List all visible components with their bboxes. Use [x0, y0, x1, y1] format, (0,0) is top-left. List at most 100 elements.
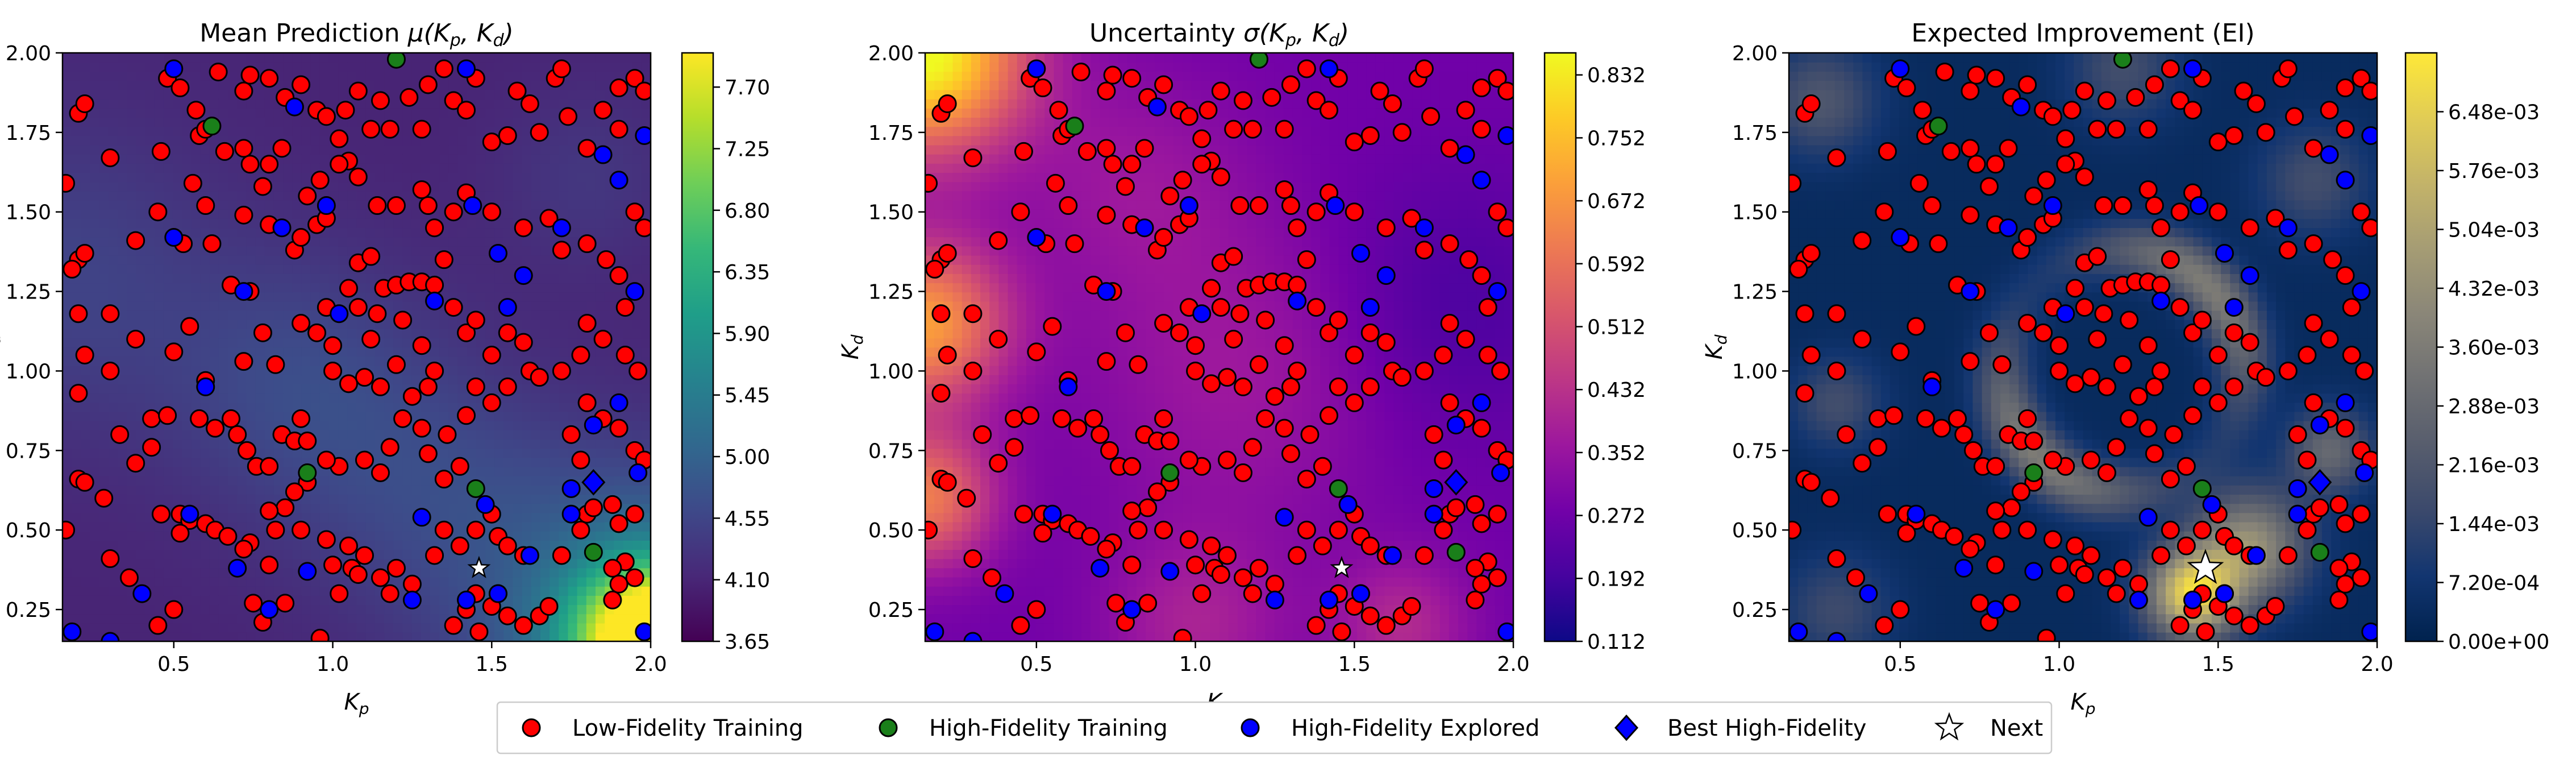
heatmap-cell	[191, 227, 201, 238]
heatmap-cell	[522, 439, 532, 449]
heatmap-cell	[356, 209, 367, 219]
heatmap-cell	[439, 632, 450, 641]
heatmap-cell	[402, 457, 413, 467]
heatmap-cell	[310, 283, 321, 293]
heatmap-cell	[411, 632, 422, 641]
heatmap-cell	[641, 503, 651, 513]
heatmap-cell	[577, 264, 587, 274]
heatmap-cell	[118, 117, 127, 127]
heatmap-cell	[494, 439, 505, 449]
explored-point	[234, 282, 253, 301]
low-fidelity-point	[142, 409, 161, 428]
heatmap-cell	[595, 375, 605, 384]
heatmap-cell	[301, 144, 311, 155]
heatmap-cell	[292, 62, 302, 72]
heatmap-cell	[934, 144, 944, 155]
heatmap-cell	[485, 466, 495, 476]
heatmap-cell	[191, 632, 201, 641]
heatmap-cell	[513, 430, 523, 440]
heatmap-cell	[540, 420, 550, 430]
heatmap-cell	[200, 347, 210, 357]
heatmap-cell	[200, 80, 210, 90]
heatmap-cell	[503, 494, 514, 504]
heatmap-cell	[402, 126, 413, 136]
heatmap-cell	[136, 264, 146, 274]
heatmap-cell	[118, 448, 127, 458]
heatmap-cell	[980, 71, 990, 81]
heatmap-cell	[283, 375, 293, 384]
heatmap-cell	[595, 172, 605, 183]
heatmap-cell	[301, 595, 311, 606]
heatmap-cell	[568, 319, 578, 329]
heatmap-cell	[63, 71, 72, 81]
heatmap-cell	[393, 347, 403, 357]
heatmap-cell	[319, 549, 330, 559]
heatmap-cell	[531, 521, 541, 532]
heatmap-cell	[540, 62, 550, 72]
heatmap-cell	[273, 53, 284, 63]
heatmap-cell	[595, 181, 605, 192]
heatmap-cell	[513, 108, 523, 118]
low-fidelity-point	[418, 75, 438, 94]
heatmap-cell	[605, 237, 615, 247]
heatmap-cell	[513, 237, 523, 247]
low-fidelity-point	[418, 196, 438, 215]
explored-point	[164, 227, 184, 247]
heatmap-cell	[411, 466, 422, 476]
heatmap-cell	[319, 53, 330, 63]
heatmap-cell	[457, 283, 468, 293]
heatmap-cell	[173, 475, 183, 486]
low-fidelity-point	[559, 107, 578, 126]
heatmap-cell	[347, 521, 357, 532]
heatmap-cell	[118, 365, 127, 375]
heatmap-cell	[273, 586, 284, 596]
heatmap-cell	[338, 53, 348, 63]
heatmap-cell	[90, 273, 100, 284]
heatmap-cell	[393, 503, 403, 513]
heatmap-cell	[522, 521, 532, 532]
heatmap-cell	[200, 227, 210, 238]
heatmap-cell	[550, 411, 560, 421]
heatmap-cell	[228, 190, 238, 201]
heatmap-cell	[411, 255, 422, 265]
heatmap-cell	[448, 577, 459, 587]
heatmap-cell	[457, 135, 468, 146]
heatmap-cell	[522, 530, 532, 541]
heatmap-cell	[448, 117, 459, 127]
heatmap-cell	[118, 632, 127, 641]
low-fidelity-point	[597, 250, 616, 270]
heatmap-cell	[310, 411, 321, 421]
heatmap-cell	[356, 402, 367, 412]
heatmap-cell	[81, 80, 91, 90]
heatmap-cell	[99, 218, 109, 229]
low-fidelity-point	[292, 227, 311, 247]
heatmap-cell	[559, 154, 569, 164]
heatmap-cell	[301, 540, 311, 550]
heatmap-cell	[191, 246, 201, 256]
heatmap-cell	[971, 108, 981, 118]
heatmap-cell	[632, 613, 642, 624]
heatmap-cell	[118, 80, 127, 90]
heatmap-cell	[402, 338, 413, 348]
heatmap-cell	[971, 338, 981, 348]
heatmap-cell	[641, 338, 651, 348]
heatmap-cell	[595, 80, 605, 90]
heatmap-cell	[623, 475, 633, 486]
low-fidelity-point	[348, 298, 368, 317]
heatmap-cell	[328, 283, 339, 293]
heatmap-cell	[182, 466, 192, 476]
heatmap-cell	[191, 163, 201, 173]
heatmap-cell	[476, 264, 486, 274]
low-fidelity-point	[355, 368, 374, 387]
heatmap-cell	[485, 310, 495, 320]
heatmap-cell	[925, 558, 935, 569]
heatmap-cell	[925, 457, 935, 467]
heatmap-cell	[273, 310, 284, 320]
heatmap-cell	[127, 503, 137, 513]
heatmap-cell	[393, 393, 403, 403]
heatmap-cell	[559, 530, 569, 541]
heatmap-cell	[182, 402, 192, 412]
heatmap-cell	[467, 172, 477, 183]
heatmap-cell	[127, 283, 137, 293]
heatmap-cell	[494, 80, 505, 90]
